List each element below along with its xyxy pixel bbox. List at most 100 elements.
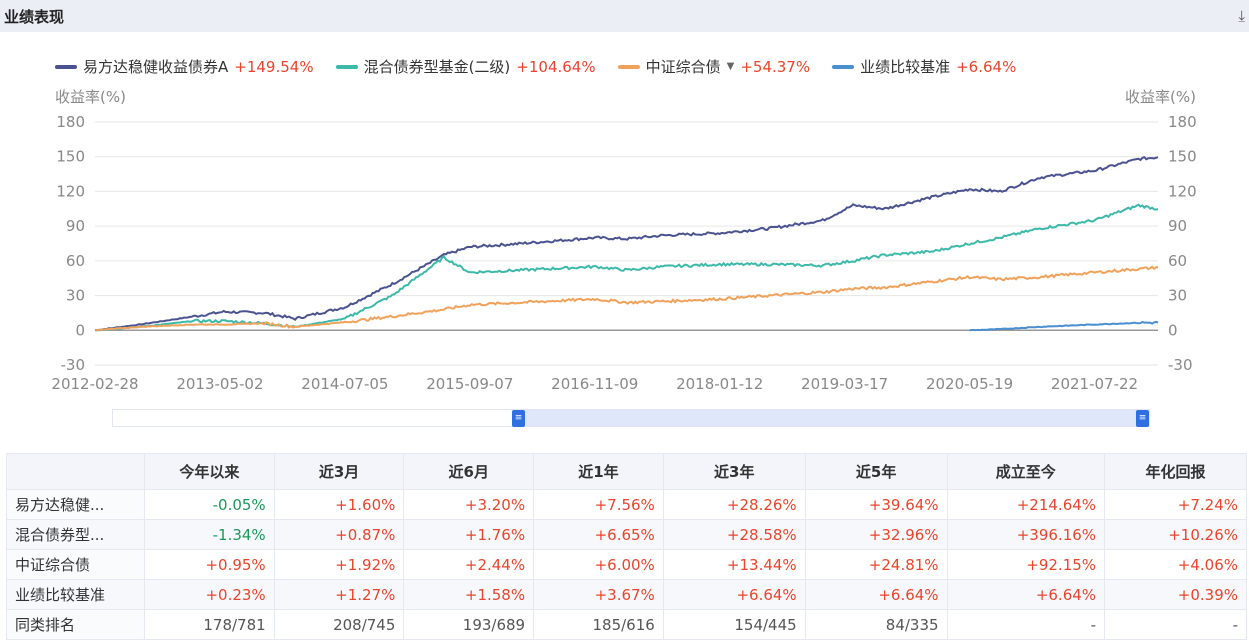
- slider-handle-left[interactable]: ≡: [512, 410, 525, 427]
- table-cell: +3.67%: [533, 579, 664, 610]
- legend-swatch: [617, 64, 640, 69]
- table-cell: 84/335: [804, 609, 948, 640]
- caret-down-icon[interactable]: ▼: [726, 61, 735, 72]
- table-cell: +396.16%: [946, 519, 1106, 550]
- y-tick-label-left: 90: [66, 217, 85, 235]
- table-cell: +1.92%: [273, 549, 405, 580]
- table-cell: +32.96%: [804, 519, 948, 550]
- y-tick-label-left: -30: [61, 356, 86, 374]
- performance-table: 今年以来 近3月 近6月 近1年 近3年 近5年 成立至今 年化回报 易方达稳健... -0.05…: [6, 453, 1247, 640]
- table-cell: +39.64%: [804, 489, 948, 520]
- column-header: 近3年: [662, 453, 806, 490]
- table-cell: +6.64%: [946, 579, 1106, 610]
- x-tick-label: 2020-05-19: [926, 375, 1013, 393]
- section-header: 业绩表现 ⤓: [0, 0, 1249, 32]
- download-icon[interactable]: ⤓: [1238, 7, 1245, 25]
- table-row: 中证综合债 +0.95% +1.92% +2.44% +6.00% +13.44% +24.…: [6, 549, 1247, 580]
- x-tick-label: 2014-07-05: [301, 375, 388, 393]
- y-axis-title-left: 收益率(%): [55, 88, 126, 106]
- y-axis-title-right: 收益率(%): [1125, 88, 1196, 106]
- table-cell: +2.44%: [403, 549, 535, 580]
- y-tick-label-left: 60: [66, 252, 85, 270]
- series-line: [94, 265, 1159, 332]
- y-tick-label-right: 120: [1168, 182, 1197, 200]
- column-header: 今年以来: [144, 453, 275, 490]
- range-slider[interactable]: ≡ ≡: [112, 409, 1150, 427]
- table-cell: +6.64%: [662, 579, 806, 610]
- legend-swatch: [832, 64, 855, 69]
- slider-handle-right[interactable]: ≡: [1136, 410, 1149, 427]
- table-cell: 185/616: [533, 609, 664, 640]
- series-line: [969, 320, 1159, 332]
- legend-swatch: [55, 64, 77, 69]
- table-cell: +28.26%: [662, 489, 806, 520]
- row-label: 同类排名: [6, 609, 145, 640]
- performance-chart: 收益率(%) 收益率(%) 180 180 150 150 120 120 90 90 60 60 30…: [51, 88, 1197, 393]
- table-cell: +0.23%: [144, 579, 275, 610]
- legend-item[interactable]: 中证综合债 ▼ +54.37%: [617, 56, 811, 77]
- legend-item[interactable]: 混合债券型基金(二级) +104.64%: [335, 56, 596, 77]
- row-label: 易方达稳健...: [6, 489, 145, 520]
- legend-item[interactable]: 易方达稳健收益债券A +149.54%: [55, 56, 314, 77]
- slider-selection[interactable]: [518, 410, 1142, 426]
- column-header: 年化回报: [1104, 453, 1247, 490]
- x-tick-label: 2019-03-17: [801, 375, 888, 393]
- legend-label: 业绩比较基准: [860, 58, 951, 76]
- table-row: 易方达稳健... -0.05% +1.60% +3.20% +7.56% +28.26% +…: [6, 489, 1247, 520]
- legend-label: 中证综合债: [645, 58, 721, 76]
- legend-value: +54.37%: [740, 57, 811, 76]
- y-tick-label-left: 150: [56, 148, 85, 166]
- y-tick-label-right: 180: [1168, 113, 1197, 131]
- table-cell: +1.58%: [403, 579, 535, 610]
- y-tick-label-left: 120: [56, 182, 85, 200]
- row-label: 混合债券型...: [6, 519, 145, 550]
- legend-label: 混合债券型基金(二级): [363, 58, 511, 76]
- table-cell: +0.39%: [1104, 579, 1247, 610]
- table-cell: +0.95%: [144, 549, 275, 580]
- table-row: 业绩比较基准 +0.23% +1.27% +1.58% +3.67% +6.64% +6.6…: [6, 579, 1247, 610]
- y-tick-label-right: 30: [1168, 287, 1187, 305]
- table-cell: +1.60%: [273, 489, 405, 520]
- y-tick-label-right: 150: [1168, 148, 1197, 166]
- table-cell: +214.64%: [946, 489, 1106, 520]
- y-tick-label-left: 180: [56, 113, 85, 131]
- x-tick-label: 2018-01-12: [676, 375, 763, 393]
- table-cell: +4.06%: [1104, 549, 1247, 580]
- legend-value: +104.64%: [516, 57, 596, 76]
- row-label: 中证综合债: [6, 549, 145, 580]
- series-line: [94, 203, 1159, 332]
- y-tick-label-right: 0: [1168, 321, 1178, 339]
- table-cell: 208/745: [273, 609, 405, 640]
- section-title: 业绩表现: [4, 7, 65, 26]
- column-header: 近6月: [403, 453, 535, 490]
- table-cell: -0.05%: [144, 489, 275, 520]
- table-cell: -: [946, 609, 1106, 640]
- column-header: 近3月: [273, 453, 405, 490]
- series-line: [94, 156, 1159, 332]
- x-tick-label: 2016-11-09: [551, 375, 638, 393]
- legend-item[interactable]: 业绩比较基准 +6.64%: [832, 56, 1016, 77]
- table-cell: -1.34%: [144, 519, 275, 550]
- column-header: [6, 453, 145, 490]
- x-tick-label: 2015-09-07: [426, 375, 513, 393]
- table-cell: 178/781: [144, 609, 275, 640]
- legend-value: +6.64%: [956, 57, 1017, 76]
- table-cell: +7.24%: [1104, 489, 1247, 520]
- column-header: 近1年: [533, 453, 664, 490]
- table-cell: -: [1104, 609, 1247, 640]
- legend-swatch: [335, 64, 358, 69]
- column-header: 近5年: [804, 453, 948, 490]
- table-cell: +6.65%: [533, 519, 664, 550]
- y-tick-label-left: 30: [66, 287, 85, 305]
- x-tick-label: 2013-05-02: [176, 375, 263, 393]
- chart-legend: 易方达稳健收益债券A +149.54% 混合债券型基金(二级) +104.64% 中证综…: [55, 56, 1016, 77]
- x-tick-label: 2021-07-22: [1051, 375, 1138, 393]
- legend-value: +149.54%: [234, 57, 314, 76]
- table-header-row: 今年以来 近3月 近6月 近1年 近3年 近5年 成立至今 年化回报: [6, 453, 1247, 490]
- table-cell: 154/445: [662, 609, 806, 640]
- table-cell: +28.58%: [662, 519, 806, 550]
- y-tick-label-right: 90: [1168, 217, 1187, 235]
- row-label: 业绩比较基准: [6, 579, 145, 610]
- table-cell: +13.44%: [662, 549, 806, 580]
- y-tick-label-left: 0: [75, 321, 85, 339]
